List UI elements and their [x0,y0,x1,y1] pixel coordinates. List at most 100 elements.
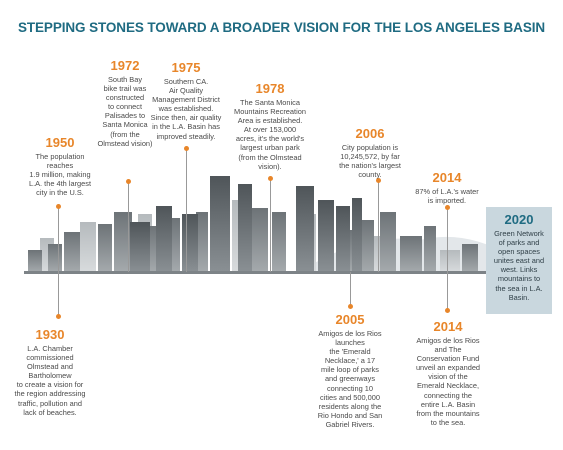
event-line: Santa Monica [102,120,148,130]
leader-2014a [447,207,448,272]
event-line: L.A. Chamber [27,344,73,353]
event-line: (from the [110,129,140,139]
event-line: Green Network [494,229,544,238]
event-line: City population is [341,143,399,152]
tall-towers [130,176,362,272]
event-line: Emerald Necklace, [416,381,480,391]
event-line: vision). [258,161,282,171]
event-line: county. [358,170,382,180]
event-year: 2014 [432,170,462,185]
event-line: Olmstead vision) [97,138,153,148]
event-line: is imported. [427,196,467,206]
event-line: Palisades to [104,111,146,121]
ground-line [24,271,486,274]
event-2020: 2020 Green Network of parks and open spa… [486,212,552,302]
event-line: Air Quality [168,86,204,96]
event-line: commissioned [26,353,74,363]
event-line: Management District [152,95,220,105]
event-line: largest urban park [240,143,300,153]
event-line: and The [434,345,462,355]
timeline-dot-1978 [268,176,273,181]
timeline-dot-1972 [126,179,131,184]
event-line: in the L.A. Basin has [152,122,220,132]
event-line: L.A. the 4th largest [28,179,92,189]
page-title: STEPPING STONES TOWARD A BROADER VISION … [17,20,546,35]
event-line: to connect [107,102,143,112]
event-line: improved steadily. [156,131,216,141]
event-1950: 1950 The population reaches 1.9 million,… [22,135,98,197]
event-line: mile loop of parks [321,365,379,375]
event-line: the sea in L.A. [495,283,543,293]
event-line: unveil an expanded [415,363,481,373]
event-1975: 1975 Southern CA. Air Quality Management… [144,60,228,141]
event-line: and greenways [324,374,376,384]
event-line: constructed [105,93,145,103]
event-line: Olmstead and [26,362,73,372]
event-year: 1975 [171,60,201,75]
event-line: 1.9 million, making [29,170,91,180]
event-line: of parks and [498,238,540,248]
event-line: Basin. [508,292,530,302]
event-2014-water: 2014 87% of L.A.'s water is imported. [406,170,488,205]
event-line: Conservation Fund [416,354,480,364]
event-line: from the mountains [416,408,480,418]
event-line: Gabriel Rivers. [325,419,375,429]
event-line: west. Links [500,265,538,275]
event-line: cities and 500,000 [320,392,380,402]
leader-1972 [128,181,129,272]
timeline-dot-2014a [445,205,450,210]
event-2014-emerald: 2014 Amigos de los Rios and The Conserva… [406,319,490,427]
event-line: residents along the [318,401,382,411]
event-line: Since then, air quality [150,113,222,123]
event-line: lack of beaches. [23,407,77,417]
leader-1930 [58,272,59,316]
event-line: South Bay [107,75,143,84]
event-year: 1950 [45,135,75,150]
event-line: 10,245,572, by far [340,152,400,162]
event-line: the region addressing [14,389,86,399]
leader-1975 [186,148,187,272]
event-1972: 1972 South Bay bike trail was constructe… [90,58,160,148]
event-line: to the sea. [430,417,466,427]
leader-2005 [350,272,351,306]
event-line: At over 153,000 [243,125,297,135]
event-2020-box [486,207,552,314]
event-1978: 1978 The Santa Monica Mountains Recreati… [228,81,312,171]
event-line: bike trail was [103,84,147,94]
event-2006: 2006 City population is 10,245,572, by f… [330,126,410,179]
event-line: the 'Emerald [329,347,371,357]
event-line: entire L.A. Basin [420,399,476,409]
event-line: open spaces [498,247,540,257]
leader-1978 [270,178,271,272]
event-year: 2020 [504,212,534,227]
event-line: acres, it's the world's [235,134,305,144]
event-line: Southern CA. [163,77,209,86]
timeline-dot-2005 [348,304,353,309]
event-line: vision of the [428,372,468,382]
event-line: Amigos de los Rios [416,336,480,345]
event-year: 2006 [355,126,385,141]
event-line: Necklace,' a 17 [324,356,376,366]
event-line: mountains to [497,274,541,284]
event-line: The Santa Monica [240,98,300,107]
event-line: reaches [46,161,74,171]
event-year: 1930 [35,327,65,342]
event-line: Bartholomew [28,371,72,381]
event-line: (from the Olmstead [238,152,302,162]
event-line: connecting the [423,390,473,400]
event-year: 1972 [110,58,140,73]
event-line: connecting 10 [326,383,374,393]
timeline-dot-1930 [56,314,61,319]
event-line: Mountains Recreation [234,107,306,117]
event-line: city in the U.S. [36,188,84,198]
event-1930: 1930 L.A. Chamber commissioned Olmstead … [8,327,92,417]
event-line: was established. [158,104,214,114]
timeline-dot-2014b [445,308,450,313]
event-line: Amigos de los Rios [318,329,382,338]
timeline-dot-2006 [376,178,381,183]
event-year: 2005 [335,312,365,327]
event-line: traffic, pollution and [18,398,82,408]
event-line: launches [335,338,365,348]
leader-1950 [58,206,59,272]
